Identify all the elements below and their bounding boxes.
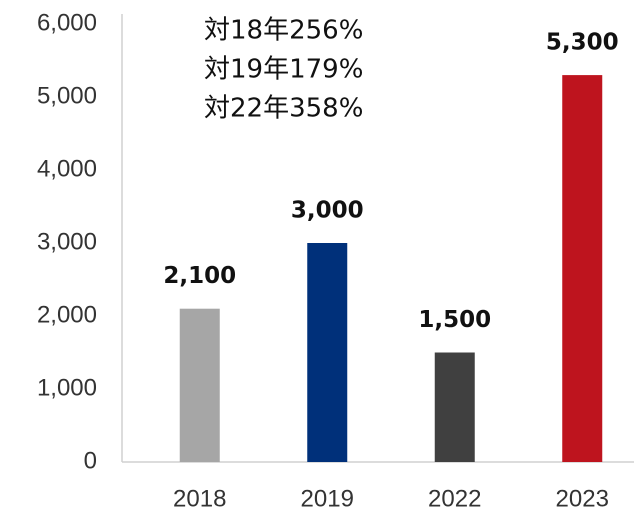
data-label: 3,000 bbox=[291, 198, 364, 224]
bar bbox=[434, 352, 475, 462]
data-label: 2,100 bbox=[163, 263, 236, 289]
x-tick-label: 2022 bbox=[428, 485, 481, 512]
annotation: 対19年179% bbox=[204, 55, 363, 85]
x-tick-label: 2018 bbox=[173, 485, 226, 512]
annotation: 対18年256% bbox=[204, 16, 363, 46]
y-tick-label: 3,000 bbox=[37, 228, 97, 255]
annotation: 対22年358% bbox=[204, 94, 363, 124]
bar bbox=[307, 243, 348, 462]
x-tick-label: 2023 bbox=[556, 485, 609, 512]
data-label: 1,500 bbox=[418, 307, 491, 333]
bar bbox=[179, 308, 220, 462]
y-tick-label: 0 bbox=[84, 447, 97, 474]
bar bbox=[562, 75, 603, 462]
y-tick-label: 5,000 bbox=[37, 82, 97, 109]
y-tick-label: 2,000 bbox=[37, 301, 97, 328]
y-tick-label: 1,000 bbox=[37, 374, 97, 401]
y-tick-label: 4,000 bbox=[37, 155, 97, 182]
x-tick-label: 2019 bbox=[301, 485, 354, 512]
data-label: 5,300 bbox=[546, 30, 619, 56]
y-tick-label: 6,000 bbox=[37, 9, 97, 36]
